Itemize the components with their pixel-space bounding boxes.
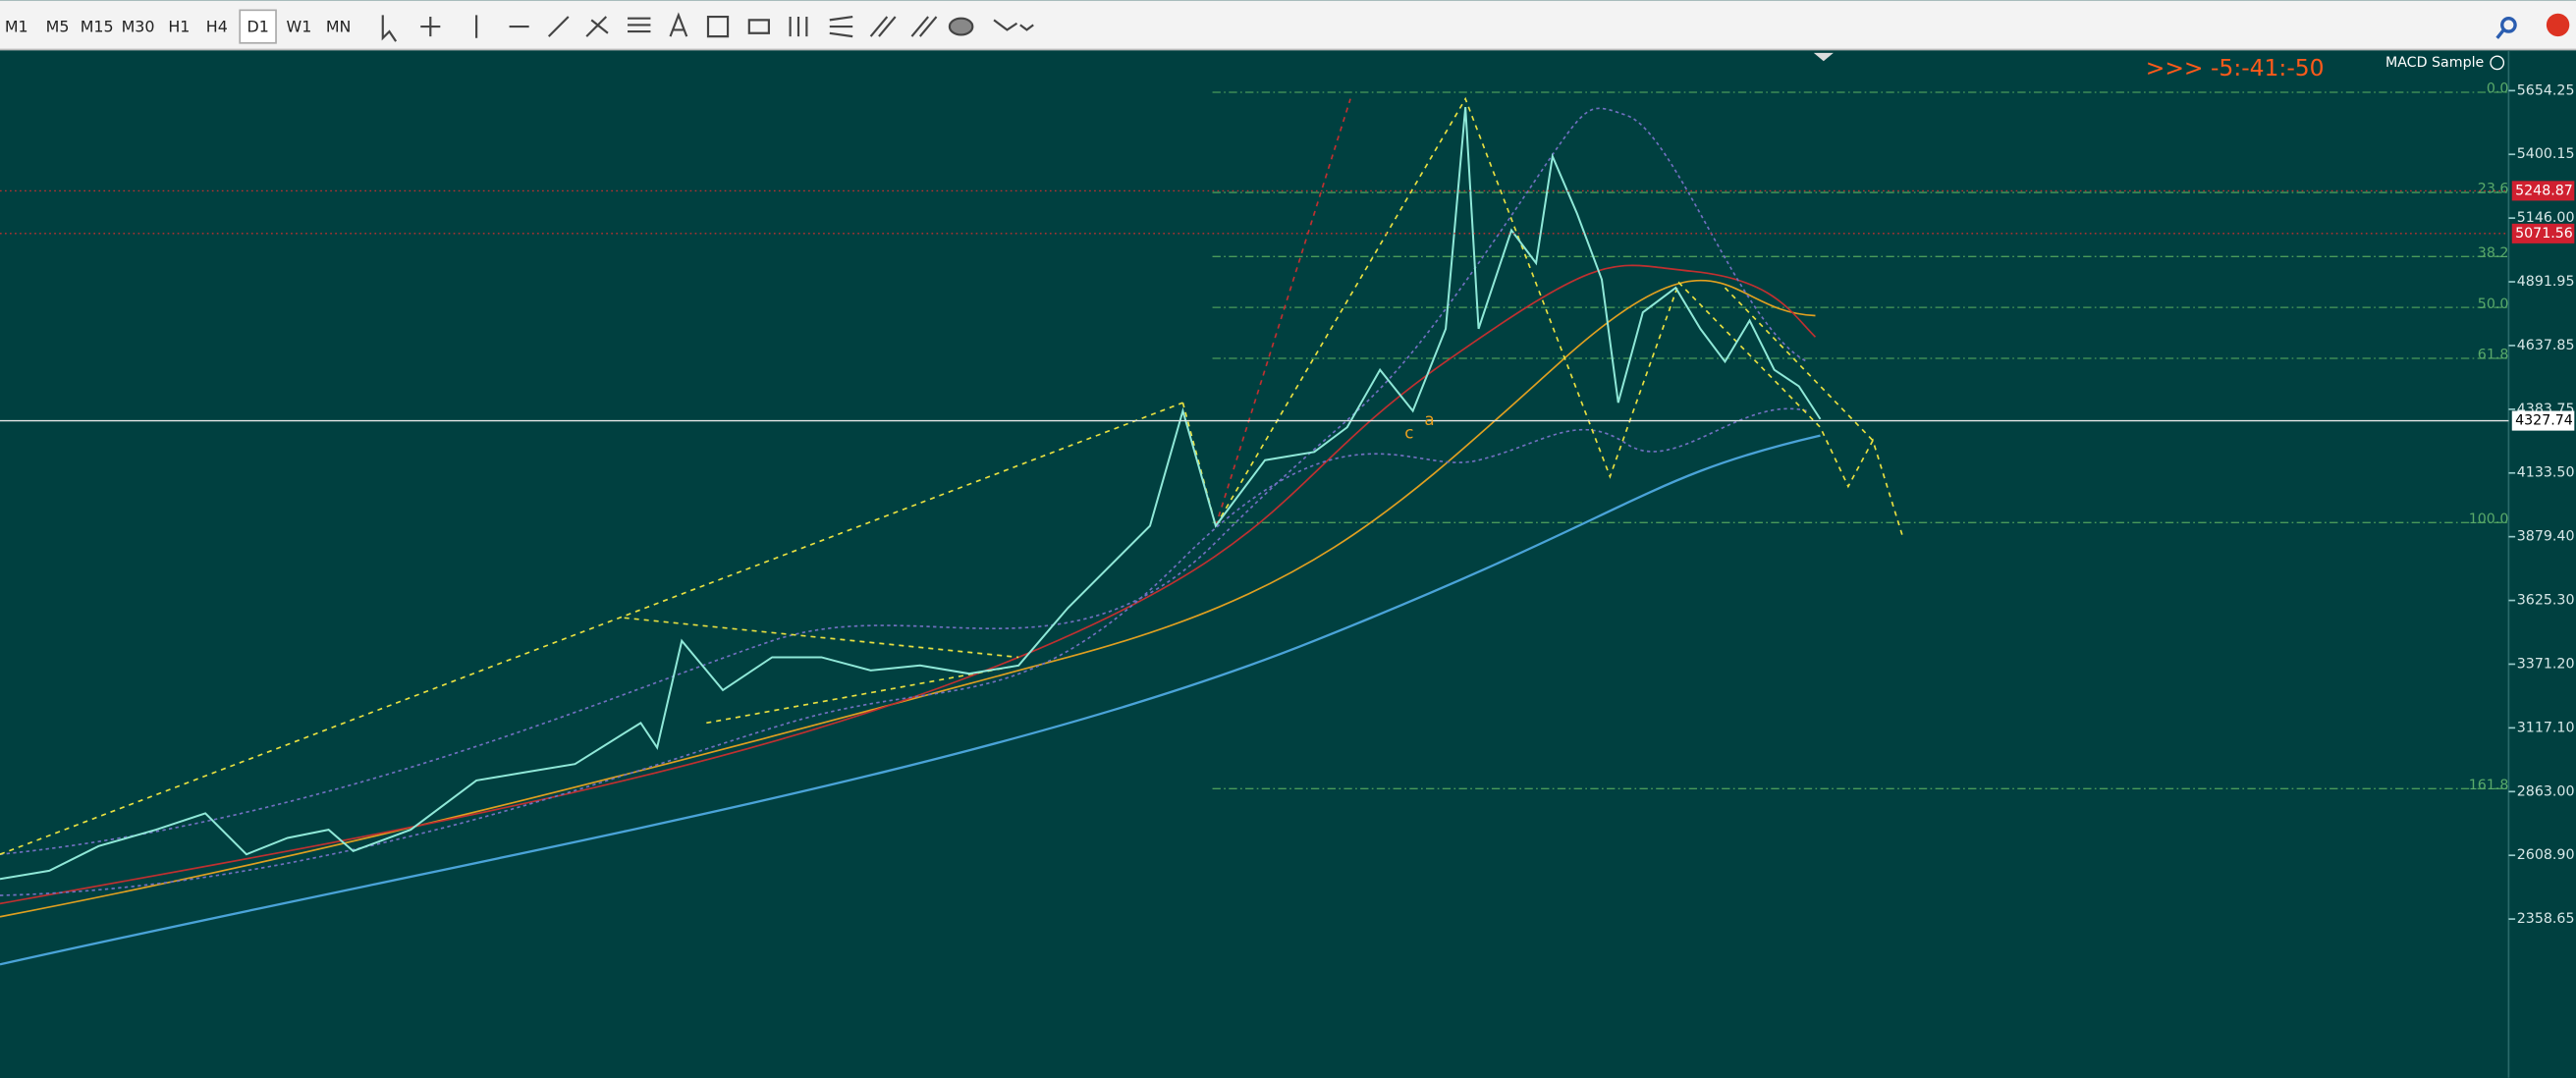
- indicator-name: MACD Sample: [2385, 55, 2484, 71]
- indicators: [0, 107, 1821, 966]
- fib-label: 0.0: [2487, 81, 2509, 97]
- price-label: 2358.65: [2517, 911, 2575, 927]
- shift-marker: [1813, 52, 1834, 62]
- timeframe-button[interactable]: M1: [5, 17, 28, 35]
- fibonacci: 0.0 23.6 38.2 50.0 61.8 100.0 161.8: [1212, 81, 2509, 793]
- wave-label: c: [1404, 422, 1413, 442]
- price-label: 5146.00: [2517, 210, 2575, 226]
- wave-label: a: [1424, 409, 1434, 429]
- price-label: 3117.10: [2517, 720, 2575, 735]
- price-label: 3371.20: [2517, 656, 2575, 672]
- fib-label: 161.8: [2469, 778, 2509, 793]
- price-label: 4637.85: [2517, 338, 2575, 353]
- timeframe-button[interactable]: M30: [122, 17, 155, 35]
- active-timeframe: [239, 9, 277, 44]
- fib-label: 50.0: [2478, 296, 2509, 312]
- timeframe-button[interactable]: MN: [326, 17, 352, 35]
- price-label: 2863.00: [2517, 783, 2575, 799]
- notification-badge[interactable]: [2546, 13, 2570, 37]
- price-tag-label: 5248.87: [2515, 183, 2573, 198]
- countdown: >>> -5:-41:-50: [2146, 54, 2325, 81]
- trend-lines: [0, 96, 1903, 855]
- fib-label: 61.8: [2478, 348, 2509, 363]
- price-label: 2608.90: [2517, 847, 2575, 863]
- price-tag: [2511, 181, 2575, 201]
- timeframe-button[interactable]: H1: [168, 17, 190, 35]
- price-tag-label: 5071.56: [2515, 226, 2573, 242]
- price-label: 3879.40: [2517, 529, 2575, 545]
- price-series: [0, 106, 1822, 881]
- price-tag: [2511, 223, 2575, 243]
- drawing-tools[interactable]: [381, 12, 2517, 42]
- timeframe-button[interactable]: M5: [46, 17, 70, 35]
- price-label: 5654.25: [2517, 82, 2575, 98]
- timeframe-button[interactable]: W1: [287, 17, 312, 35]
- fib-label: 23.6: [2478, 182, 2509, 197]
- timeframe-button[interactable]: D1: [247, 17, 268, 35]
- price-label: 4891.95: [2517, 274, 2575, 290]
- fib-label: 38.2: [2478, 245, 2509, 261]
- chart-area: [0, 51, 2576, 1078]
- indicator-icon[interactable]: [2490, 55, 2505, 71]
- timeframe-button[interactable]: M15: [81, 17, 114, 35]
- price-label: 4133.50: [2517, 465, 2575, 481]
- toolbar: [0, 0, 2576, 50]
- timeframe-button[interactable]: H4: [206, 17, 228, 35]
- current-price: 4327.74: [2515, 413, 2573, 429]
- fib-label: 100.0: [2469, 512, 2509, 527]
- price-label: 3625.30: [2517, 593, 2575, 609]
- price-label: 5400.15: [2517, 146, 2575, 162]
- current-price-tag: [2511, 410, 2575, 431]
